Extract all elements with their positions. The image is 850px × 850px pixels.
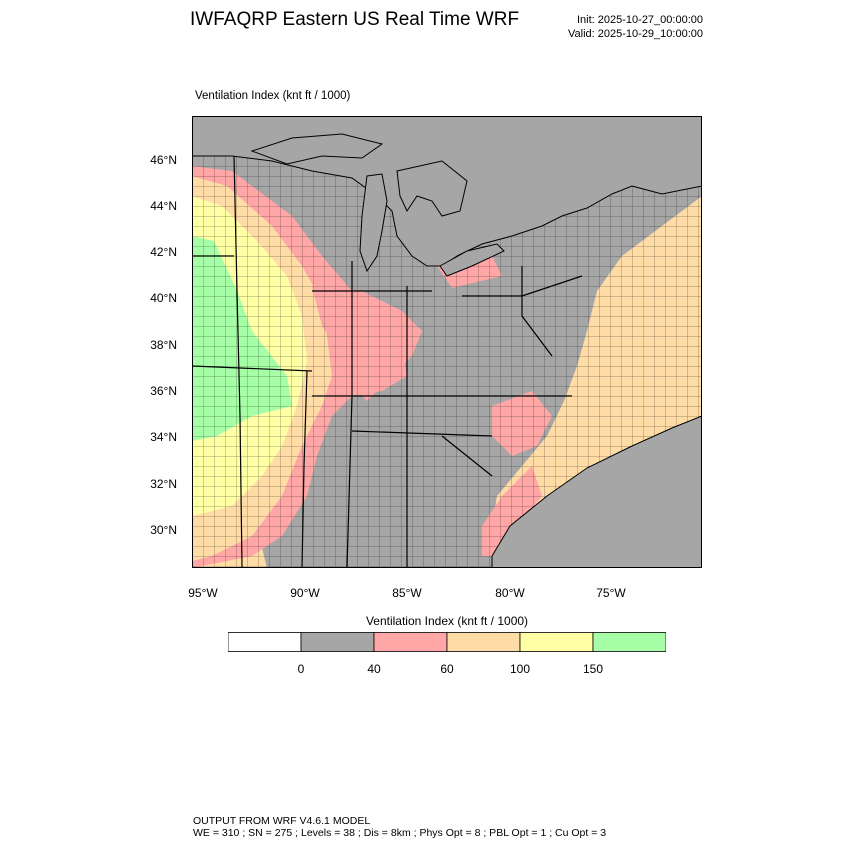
init-time: Init: 2025-10-27_00:00:00 [577,14,703,26]
model-footer: OUTPUT FROM WRF V4.6.1 MODEL WE = 310 ; … [193,815,606,839]
lat-label: 44°N [150,199,177,213]
colorbar [228,632,666,652]
footer-line-2: WE = 310 ; SN = 275 ; Levels = 38 ; Dis … [193,827,607,839]
ventilation-index-map [192,116,702,568]
colorbar-tick-label: 100 [509,662,531,676]
colorbar-swatch [519,632,594,652]
colorbar-swatch [592,632,666,652]
colorbar-tick-label: 0 [297,662,305,676]
page-title: IWFAQRP Eastern US Real Time WRF [190,9,520,30]
colorbar-tick-label: 60 [440,662,454,676]
colorbar-tick-label: 150 [582,662,604,676]
lon-label: 85°W [392,586,422,600]
lake-huron [396,160,468,217]
map-border [192,116,702,568]
colorbar-title: Ventilation Index (knt ft / 1000) [365,614,529,628]
valid-time: Valid: 2025-10-29_10:00:00 [568,28,703,40]
lat-label: 38°N [150,338,177,352]
lat-label: 30°N [150,523,177,537]
footer-line-1: OUTPUT FROM WRF V4.6.1 MODEL [193,815,371,827]
map-field-label: Ventilation Index (knt ft / 1000) [195,90,351,102]
colorbar-swatch [228,632,302,652]
lat-label: 46°N [150,153,177,167]
lat-label: 42°N [150,245,177,259]
run-times: Init: 2025-10-27_00:00:00 Valid: 2025-10… [568,13,703,41]
atlantic-ocean [491,415,702,568]
lat-label: 32°N [150,477,177,491]
lake-superior [250,133,384,165]
lon-label: 90°W [290,586,320,600]
lat-label: 40°N [150,291,177,305]
state-borders [192,155,583,568]
colorbar-swatch [300,632,375,652]
lon-label: 80°W [495,586,525,600]
lake-erie [439,243,505,277]
colorbar-swatch [446,632,521,652]
colorbar-swatch [373,632,448,652]
lon-label: 75°W [596,586,626,600]
lat-label: 36°N [150,384,177,398]
lake-michigan [359,173,388,273]
lon-label: 95°W [188,586,218,600]
lat-label: 34°N [150,430,177,444]
colorbar-tick-label: 40 [367,662,381,676]
